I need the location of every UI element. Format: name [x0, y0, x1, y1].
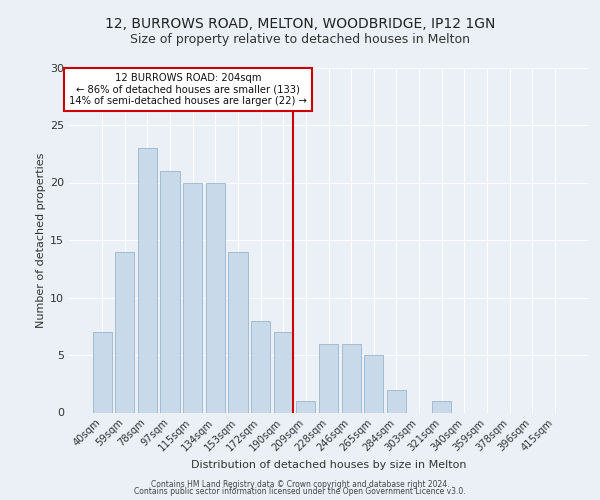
Bar: [229, 252, 248, 412]
Bar: [296, 401, 316, 412]
Bar: [115, 252, 134, 412]
Bar: [251, 320, 270, 412]
Bar: [160, 171, 180, 412]
Bar: [432, 401, 451, 412]
Y-axis label: Number of detached properties: Number of detached properties: [36, 152, 46, 328]
Bar: [319, 344, 338, 412]
Bar: [364, 355, 383, 412]
X-axis label: Distribution of detached houses by size in Melton: Distribution of detached houses by size …: [191, 460, 466, 470]
Text: 12 BURROWS ROAD: 204sqm
← 86% of detached houses are smaller (133)
14% of semi-d: 12 BURROWS ROAD: 204sqm ← 86% of detache…: [69, 73, 307, 106]
Text: Size of property relative to detached houses in Melton: Size of property relative to detached ho…: [130, 32, 470, 46]
Bar: [138, 148, 157, 412]
Bar: [92, 332, 112, 412]
Text: Contains public sector information licensed under the Open Government Licence v3: Contains public sector information licen…: [134, 487, 466, 496]
Bar: [274, 332, 293, 412]
Text: Contains HM Land Registry data © Crown copyright and database right 2024.: Contains HM Land Registry data © Crown c…: [151, 480, 449, 489]
Bar: [206, 182, 225, 412]
Bar: [341, 344, 361, 412]
Bar: [387, 390, 406, 412]
Text: 12, BURROWS ROAD, MELTON, WOODBRIDGE, IP12 1GN: 12, BURROWS ROAD, MELTON, WOODBRIDGE, IP…: [105, 18, 495, 32]
Bar: [183, 182, 202, 412]
